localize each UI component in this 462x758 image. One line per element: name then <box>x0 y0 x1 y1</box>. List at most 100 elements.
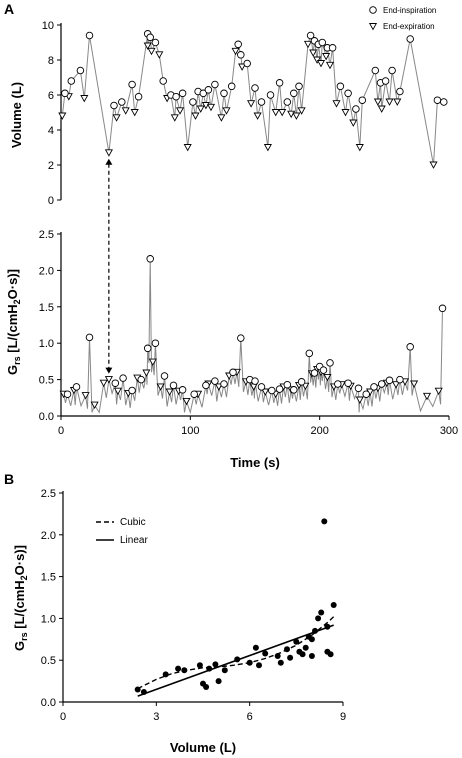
grs-end-inspiration-marker <box>268 386 276 395</box>
volume-end-inspiration-marker <box>371 66 380 75</box>
grs-end-expiration-marker <box>81 392 90 400</box>
volume-end-expiration-marker <box>238 63 247 71</box>
volume-end-inspiration-marker <box>76 66 85 75</box>
volume-end-inspiration-marker <box>199 89 208 98</box>
grs-end-inspiration-marker <box>370 383 378 391</box>
grs-end-inspiration-marker <box>72 383 81 391</box>
grs-end-expiration-marker <box>148 358 157 367</box>
volume-end-inspiration-marker <box>227 82 236 91</box>
grs-end-expiration-marker <box>434 387 443 396</box>
scatter-x-tick-label: 6 <box>247 711 253 723</box>
grs-y-tick-label: 2.0 <box>39 265 54 277</box>
volume-end-expiration-marker <box>349 119 358 127</box>
grs-y-tick-label: 1.5 <box>39 302 54 314</box>
grs-end-inspiration-marker <box>85 333 94 342</box>
volume-y-tick-label: 6 <box>48 90 54 102</box>
grs-end-expiration-marker <box>422 392 432 401</box>
volume-end-expiration-marker <box>121 107 130 115</box>
volume-end-expiration-marker <box>231 47 240 56</box>
volume-end-expiration-marker <box>143 42 152 50</box>
grs-end-inspiration-marker <box>143 344 152 353</box>
volume-end-inspiration-marker <box>146 33 154 42</box>
scatter-y-tick-label: 0.5 <box>41 655 56 667</box>
legend-expiration-marker <box>368 23 378 31</box>
scatter-point <box>221 667 228 674</box>
grs-end-inspiration-marker <box>305 349 314 358</box>
volume-end-expiration-marker <box>147 47 156 56</box>
legend-inspiration-label: End-inspiration <box>383 6 436 15</box>
grs-y-axis-label: Grs [L/(cmH2O·s)] <box>5 269 22 375</box>
scatter-point <box>274 653 281 659</box>
volume-end-inspiration-marker <box>159 77 167 85</box>
volume-y-tick-label: 4 <box>48 125 54 137</box>
volume-end-inspiration-marker <box>178 89 187 98</box>
scatter-point <box>256 662 262 669</box>
volume-end-inspiration-marker <box>290 89 298 98</box>
grs-end-expiration-marker <box>99 379 108 388</box>
grs-y-tick-label: 2.5 <box>39 229 54 241</box>
grs-end-inspiration-marker <box>237 334 245 342</box>
legend-inspiration-marker <box>369 6 377 14</box>
panel-a-label: A <box>4 1 14 17</box>
grs-y-tick-label: 0.0 <box>39 411 54 423</box>
grs-end-inspiration-marker <box>319 366 328 374</box>
volume-end-expiration-marker <box>247 100 256 108</box>
grs-end-inspiration-marker <box>220 380 228 388</box>
grs-end-inspiration-marker <box>211 377 219 385</box>
grs-end-inspiration-marker <box>438 304 447 313</box>
volume-end-expiration-marker <box>309 49 318 57</box>
scatter-y-tick-label: 1.5 <box>41 572 56 584</box>
scatter-y-tick-label: 1.0 <box>41 613 56 625</box>
volume-end-inspiration-marker <box>440 98 448 106</box>
volume-end-expiration-marker <box>278 109 287 117</box>
volume-end-expiration-marker <box>377 105 386 113</box>
grs-end-inspiration-marker <box>396 375 404 384</box>
scatter-point <box>196 662 203 669</box>
scatter-point <box>215 678 222 685</box>
scatter-x-tick-label: 9 <box>340 711 346 723</box>
volume-end-expiration-marker <box>325 61 335 70</box>
scatter-point <box>308 653 315 659</box>
cubic-fit-line <box>137 616 335 690</box>
scatter-point <box>299 651 306 658</box>
scatter-point <box>308 636 315 643</box>
scatter-point <box>293 638 300 645</box>
volume-end-inspiration-marker <box>328 44 337 52</box>
volume-end-inspiration-marker <box>85 31 94 40</box>
volume-end-inspiration-marker <box>61 89 69 98</box>
volume-end-expiration-marker <box>316 60 326 68</box>
volume-y-tick-label: 0 <box>48 195 54 207</box>
grs-end-expiration-marker <box>391 381 401 389</box>
scatter-y-tick-label: 2.5 <box>41 488 56 500</box>
grs-end-inspiration-marker <box>169 381 178 390</box>
scatter-x-tick-label: 3 <box>153 711 159 723</box>
volume-end-inspiration-marker <box>266 91 275 99</box>
volume-end-inspiration-marker <box>406 35 414 43</box>
grs-end-expiration-marker <box>355 396 364 404</box>
volume-end-expiration-marker <box>104 149 113 157</box>
volume-end-inspiration-marker <box>251 84 259 92</box>
grs-end-inspiration-marker <box>354 384 363 393</box>
volume-end-inspiration-marker <box>336 82 345 91</box>
scatter-y-tick-label: 2.0 <box>41 530 56 542</box>
linear-fit-line <box>137 624 334 697</box>
time-x-tick-label: 0 <box>58 425 64 437</box>
grs-end-inspiration-marker <box>151 339 160 347</box>
scatter-point <box>287 654 294 661</box>
grs-end-expiration-marker <box>156 383 165 391</box>
volume-end-expiration-marker <box>393 98 402 106</box>
volume-end-expiration-marker <box>263 144 272 152</box>
grs-end-expiration-marker <box>323 373 332 382</box>
time-x-tick-label: 200 <box>310 425 328 437</box>
volume-y-axis-label: Volume (L) <box>9 82 24 148</box>
legend-expiration-label: End-expiration <box>383 22 435 31</box>
scatter-y-axis-label: Grs [L/(cmH2O·s)] <box>12 545 29 651</box>
grs-end-inspiration-marker <box>377 380 386 388</box>
grs-end-inspiration-marker <box>297 378 306 386</box>
scatter-y-tick-label: 0.0 <box>41 697 56 709</box>
volume-end-expiration-marker <box>292 112 301 120</box>
grs-end-expiration-marker <box>214 383 223 391</box>
volume-end-inspiration-marker <box>220 89 228 98</box>
volume-end-inspiration-marker <box>344 89 352 98</box>
dashed-arrow-annotation <box>105 158 113 374</box>
